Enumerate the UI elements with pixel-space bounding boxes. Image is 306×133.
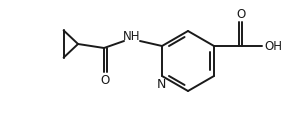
Text: OH: OH — [264, 40, 282, 53]
Text: N: N — [156, 78, 166, 90]
Text: O: O — [236, 7, 246, 20]
Text: O: O — [100, 74, 110, 86]
Text: NH: NH — [123, 30, 141, 43]
